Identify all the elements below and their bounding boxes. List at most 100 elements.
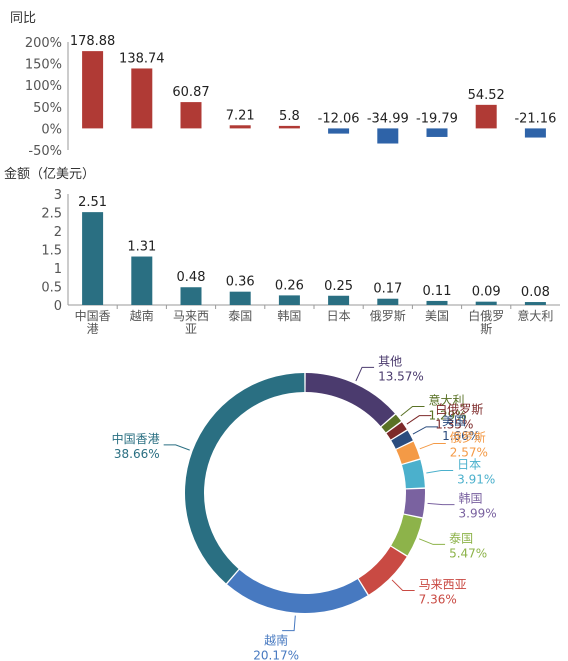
yoy-bar bbox=[180, 102, 202, 129]
donut-slice bbox=[227, 569, 368, 613]
donut-slice bbox=[185, 373, 305, 584]
donut-slice-label: 马来西亚 bbox=[419, 578, 467, 592]
amount-category-label: 韩国 bbox=[277, 308, 301, 323]
amount-value-label: 0.36 bbox=[226, 275, 255, 290]
donut-leader-line bbox=[418, 538, 446, 545]
donut-slice bbox=[403, 488, 425, 518]
donut-slice-percent: 3.91% bbox=[457, 473, 495, 487]
donut-slice bbox=[391, 514, 423, 556]
donut-slice-percent: 1.35% bbox=[435, 418, 473, 432]
yoy-value-label: -34.99 bbox=[367, 111, 409, 126]
yoy-y-tick-label: -50% bbox=[28, 144, 62, 159]
donut-slice-label: 越南 bbox=[264, 633, 288, 648]
yoy-bar bbox=[278, 125, 300, 129]
amount-value-label: 0.25 bbox=[324, 279, 353, 294]
yoy-value-label: 7.21 bbox=[226, 108, 255, 123]
amount-category-label: 白俄罗斯 bbox=[468, 308, 504, 336]
donut-slice bbox=[402, 459, 425, 489]
amount-y-tick-label: 1.5 bbox=[41, 244, 62, 259]
donut-slice bbox=[358, 546, 407, 595]
amount-bar bbox=[377, 298, 399, 305]
donut-slice-percent: 20.17% bbox=[253, 649, 299, 661]
yoy-bar bbox=[377, 128, 399, 144]
donut-slice-percent: 5.47% bbox=[449, 546, 487, 560]
amount-value-label: 0.08 bbox=[521, 285, 550, 300]
yoy-bar bbox=[328, 128, 350, 134]
donut-slice-label: 意大利 bbox=[429, 392, 465, 407]
amount-category-label: 俄罗斯 bbox=[370, 309, 406, 323]
yoy-y-tick-label: 50% bbox=[33, 101, 62, 116]
amount-value-label: 0.09 bbox=[472, 285, 501, 300]
donut-leader-line bbox=[427, 502, 455, 506]
donut-slice-percent: 3.99% bbox=[459, 507, 497, 521]
amount-y-tick-label: 1 bbox=[54, 262, 62, 277]
donut-slice-label: 美国 bbox=[442, 414, 466, 428]
donut-slice bbox=[381, 414, 402, 433]
amount-value-label: 2.51 bbox=[78, 195, 107, 210]
amount-bar-chart: 金额（亿美元） 3 2.5 2 1.5 1 0.5 0 2.51 1.31 0.48 0.36 0.… bbox=[4, 166, 560, 336]
amount-value-label: 1.31 bbox=[127, 240, 156, 255]
yoy-value-label: -21.16 bbox=[514, 111, 556, 126]
yoy-bar bbox=[475, 104, 497, 129]
yoy-bar bbox=[524, 128, 546, 138]
donut-leader-line bbox=[419, 442, 446, 450]
yoy-y-tick-label: 0% bbox=[41, 122, 62, 137]
yoy-value-label: -12.06 bbox=[318, 111, 360, 126]
amount-y-tick-label: 3 bbox=[54, 188, 62, 203]
yoy-value-label: 54.52 bbox=[468, 88, 505, 103]
amount-value-label: 0.26 bbox=[275, 278, 304, 293]
yoy-y-tick-label: 200% bbox=[25, 36, 62, 51]
donut-slice bbox=[386, 422, 407, 440]
donut-slice-label: 日本 bbox=[457, 458, 481, 472]
amount-bar bbox=[278, 295, 300, 305]
donut-slice-percent: 13.57% bbox=[378, 369, 424, 383]
donut-slice-percent: 1.66% bbox=[442, 429, 480, 443]
yoy-bar bbox=[229, 125, 251, 129]
donut-leader-line bbox=[412, 426, 439, 435]
amount-y-tick-label: 0 bbox=[54, 299, 62, 314]
amount-value-label: 0.48 bbox=[177, 270, 206, 285]
yoy-value-label: 138.74 bbox=[119, 51, 165, 66]
yoy-bar bbox=[426, 128, 448, 137]
yoy-bar bbox=[82, 51, 104, 129]
donut-slice bbox=[396, 441, 420, 464]
amount-category-label: 越南 bbox=[130, 308, 154, 323]
amount-value-label: 0.11 bbox=[423, 284, 452, 299]
donut-slice-label: 韩国 bbox=[459, 491, 483, 506]
donut-slice bbox=[305, 373, 395, 427]
amount-y-tick-label: 2.5 bbox=[41, 207, 62, 222]
donut-leader-line bbox=[426, 470, 454, 474]
amount-y-tick-label: 2 bbox=[54, 225, 62, 240]
amount-bar bbox=[82, 212, 104, 305]
donut-slice-label: 白俄罗斯 bbox=[435, 402, 483, 417]
donut-leader-line bbox=[406, 415, 432, 425]
amount-bar bbox=[229, 291, 251, 305]
yoy-value-label: 178.88 bbox=[70, 34, 116, 49]
donut-slice bbox=[391, 430, 413, 449]
amount-category-label: 泰国 bbox=[228, 309, 252, 323]
donut-slice-label: 中国香港 bbox=[112, 431, 160, 446]
yoy-value-label: -19.79 bbox=[416, 111, 458, 126]
donut-leader-line bbox=[355, 366, 375, 382]
donut-slice-label: 俄罗斯 bbox=[450, 430, 486, 444]
amount-bar bbox=[475, 301, 497, 305]
amount-bar bbox=[426, 300, 448, 305]
amount-category-label: 美国 bbox=[425, 309, 449, 323]
amount-bar bbox=[328, 295, 350, 305]
yoy-value-label: 60.87 bbox=[172, 85, 209, 100]
amount-category-label: 意大利 bbox=[517, 308, 553, 323]
donut-slice-percent: 38.66% bbox=[114, 447, 160, 461]
amount-category-label: 中国香港 bbox=[75, 308, 111, 336]
amount-value-label: 0.17 bbox=[373, 282, 402, 297]
donut-slice-label: 其他 bbox=[378, 354, 402, 368]
yoy-chart-title: 同比 bbox=[10, 11, 36, 26]
yoy-y-tick-label: 100% bbox=[25, 79, 62, 94]
amount-y-tick-label: 0.5 bbox=[41, 281, 62, 296]
amount-bars: 2.51 1.31 0.48 0.36 0.26 0.25 0.17 0.11 0.09 0.08 bbox=[78, 195, 550, 305]
donut-slice-percent: 7.36% bbox=[419, 593, 457, 607]
amount-category-label: 日本 bbox=[327, 309, 351, 323]
amount-chart-title: 金额（亿美元） bbox=[4, 166, 95, 182]
